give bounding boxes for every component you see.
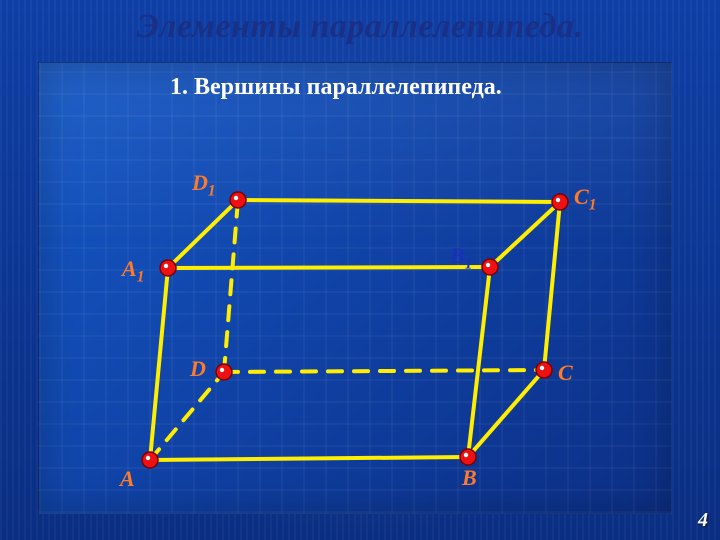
- vertex-label-C1: C1: [574, 184, 596, 214]
- hidden-edge-D-D1: [224, 200, 238, 372]
- edge-A-A1: [150, 268, 168, 460]
- vertex-label-A: A: [120, 466, 135, 492]
- edge-A1-B1: [168, 267, 490, 268]
- edge-B1-C1: [490, 202, 560, 267]
- vertex-D: [216, 364, 232, 380]
- slide: Элементы параллелепипеда. 1. Вершины пар…: [0, 0, 720, 540]
- vertex-A1: [160, 260, 176, 276]
- vertex-C: [536, 362, 552, 378]
- vertex-A: [142, 452, 158, 468]
- edge-C1-D1: [238, 200, 560, 202]
- edge-A-B: [150, 457, 468, 460]
- vertex-label-A1: A1: [122, 256, 144, 286]
- edge-B-B1: [468, 267, 490, 457]
- edge-C-C1: [544, 202, 560, 370]
- vertex-C1: [552, 194, 568, 210]
- vertex-label-C: C: [558, 360, 573, 386]
- vertex-D1: [230, 192, 246, 208]
- vertex-label-D: D: [190, 356, 206, 382]
- edge-B-C: [468, 370, 544, 457]
- hidden-edge-A-D: [150, 372, 224, 460]
- vertex-label-B: B: [462, 465, 477, 491]
- vertex-label-D1: D1: [192, 170, 216, 200]
- vertex-B: [460, 449, 476, 465]
- edge-D1-A1: [168, 200, 238, 268]
- parallelepiped-diagram: [0, 0, 720, 540]
- hidden-edge-D-C: [224, 370, 544, 372]
- vertex-B1: [482, 259, 498, 275]
- vertex-label-B1: B1: [450, 243, 472, 273]
- page-number: 4: [698, 509, 708, 532]
